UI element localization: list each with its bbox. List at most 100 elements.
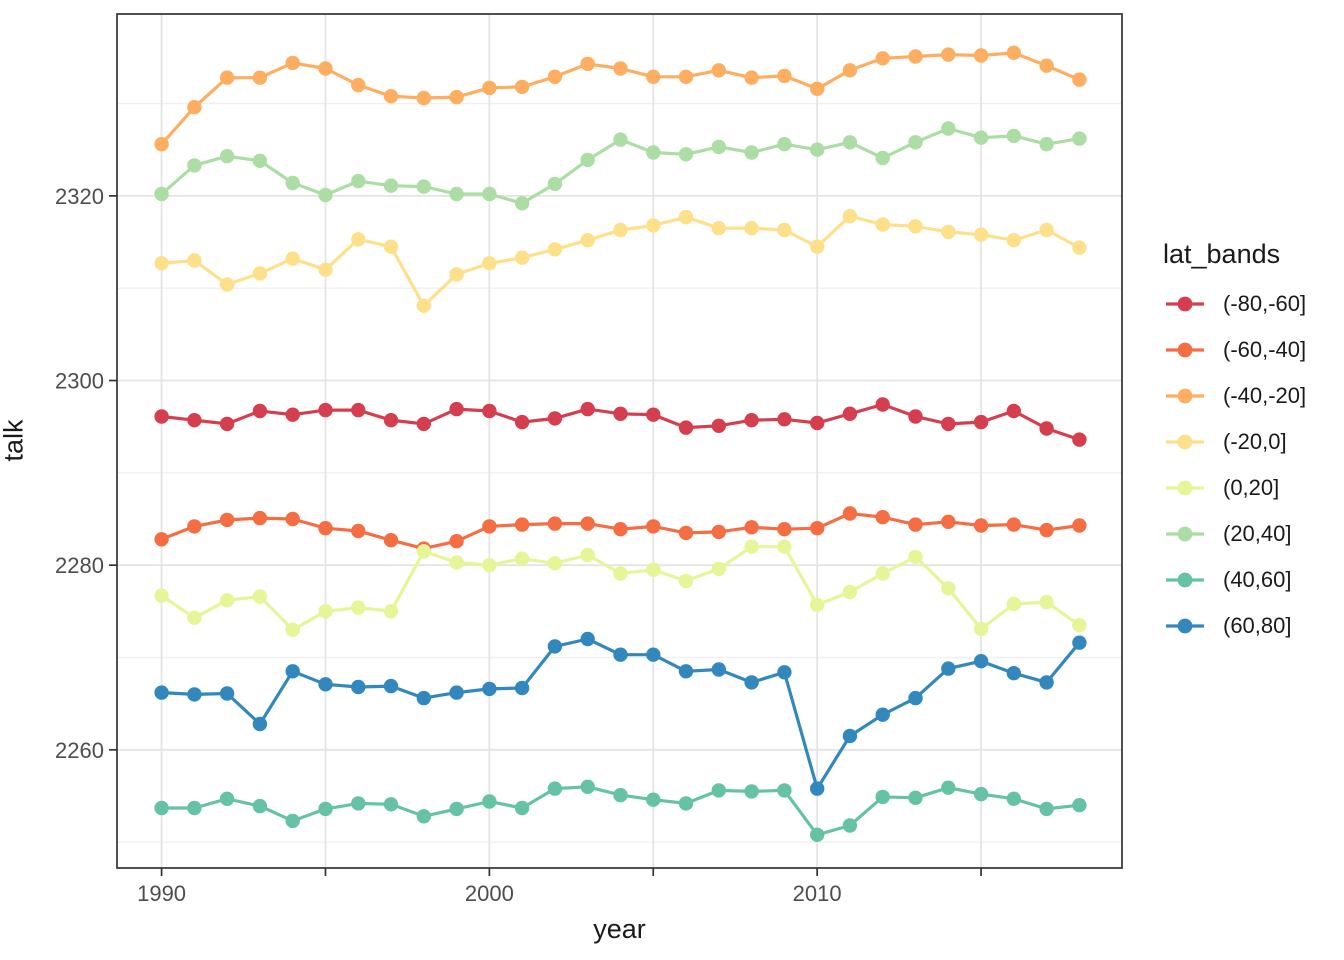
series-point [318,521,333,536]
series-point [285,511,300,527]
series-point [1006,791,1021,806]
legend-item-label: (20,40] [1223,521,1292,546]
legend-item: (40,60] [1163,557,1343,603]
series-point [941,780,956,795]
series-point [416,690,431,706]
series-point [580,631,595,647]
series-point [777,522,792,537]
series-point [187,519,202,534]
series-point [383,413,399,428]
legend-key-icon [1166,296,1204,312]
legend-item: (60,80] [1163,603,1343,649]
series-point [678,147,694,162]
series-point [744,221,759,236]
series-point [646,792,661,807]
x-axis-title: year [593,914,646,944]
series-point [318,402,333,418]
series-point [646,519,661,534]
series-point [318,801,333,817]
series-point [285,55,300,71]
series-point [383,604,399,619]
series-point [252,266,268,281]
series-point [1072,432,1087,447]
y-tick-label: 2300 [55,369,104,394]
series-point [318,604,333,619]
series-point [973,414,989,430]
series-point [187,253,202,268]
legend-item-label: (60,80] [1223,613,1292,638]
series-point [973,654,989,669]
series-point [252,153,268,168]
series-point [547,411,563,426]
series-point [646,407,661,422]
series-point [351,679,366,695]
series-point [1072,798,1087,813]
series-point [646,562,661,577]
legend-item-label: (40,60] [1223,567,1292,592]
series-point [842,406,858,421]
series-point [1072,635,1087,650]
series-point [810,781,825,796]
series-point [154,588,169,603]
series-point [842,506,858,521]
series-point [941,661,956,676]
series-point [219,593,235,608]
series-point [351,77,366,93]
series-point [744,539,759,554]
series-point [842,63,858,78]
series-point [908,790,923,805]
series-point [383,239,399,254]
series-point [646,218,661,233]
series-point [449,186,464,202]
series-point [580,401,595,417]
legend-key-icon [1166,434,1204,450]
series-point [547,781,563,796]
series-point [744,675,759,690]
series-point [711,221,726,236]
series-point [219,512,235,528]
series-point [416,809,431,824]
series-point [318,61,333,76]
series-point [252,70,268,85]
series-point [875,397,890,412]
series-point [1072,518,1087,533]
series-point [449,534,464,549]
series-point [580,547,595,563]
series-point [482,558,497,573]
series-point [810,81,825,97]
series-point [613,647,628,662]
series-point [777,68,792,84]
series-point [580,516,595,531]
legend-title: lat_bands [1163,239,1281,269]
series-point [383,797,399,812]
series-point [711,524,726,540]
legend-swatch-point [1177,480,1193,496]
series-point [744,70,759,85]
series-point [842,728,858,744]
y-tick-label: 2260 [55,738,104,763]
series-point [711,783,726,798]
legend-item: (0,20] [1163,465,1343,511]
series-point [744,413,759,428]
series-point [219,149,235,164]
series-point [941,121,956,136]
series-point [219,416,235,432]
series-point [1006,128,1021,144]
series-point [449,685,464,700]
series-point [547,556,563,571]
series-point [1006,517,1021,532]
x-tick-label: 2010 [793,881,842,906]
series-point [547,69,563,85]
series-point [219,686,235,701]
series-point [613,61,628,76]
series-point [547,242,563,257]
series-point [449,801,464,817]
series-point [318,187,333,203]
series-point [908,135,923,150]
series-point [1039,522,1054,538]
x-tick-label: 2000 [465,881,514,906]
series-point [547,516,563,531]
series-point [842,135,858,150]
